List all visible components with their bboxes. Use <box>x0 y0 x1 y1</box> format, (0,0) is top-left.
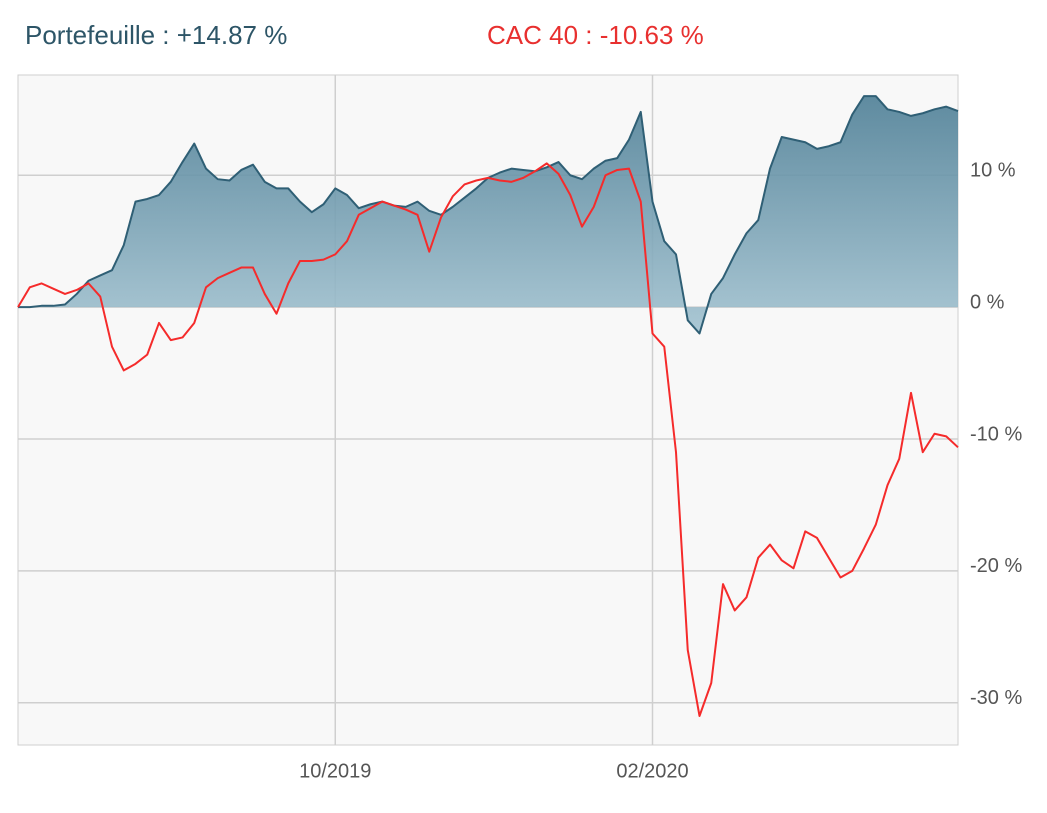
y-tick-label: -20 % <box>970 555 1022 577</box>
area <box>18 96 958 334</box>
y-tick-label: -10 % <box>970 423 1022 445</box>
x-tick-label: 02/2020 <box>616 760 688 782</box>
y-tick-label: -30 % <box>970 687 1022 709</box>
legend-label: CAC 40 : -10.63 % <box>487 20 704 50</box>
line <box>17 162 959 717</box>
legend-label: Portefeuille : +14.87 % <box>25 20 287 50</box>
x-tick-label: 10/2019 <box>299 760 371 782</box>
y-tick-label: 0 % <box>970 291 1005 313</box>
y-tick-label: 10 % <box>970 160 1016 182</box>
